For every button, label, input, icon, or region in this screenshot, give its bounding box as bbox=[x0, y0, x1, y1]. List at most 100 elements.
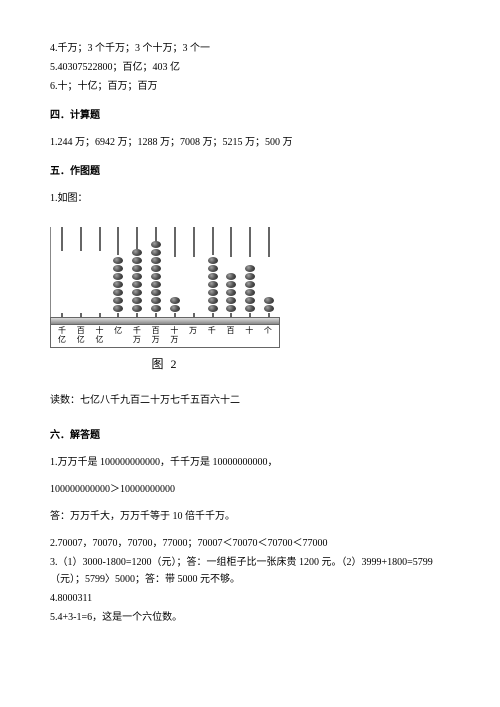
abacus-rod-base-icon bbox=[268, 313, 270, 317]
abacus-bead-icon bbox=[132, 305, 142, 312]
abacus-bead-icon bbox=[113, 297, 123, 304]
abacus-bead-icon bbox=[264, 297, 274, 304]
abacus-bead-icon bbox=[151, 273, 161, 280]
abacus-column-0 bbox=[55, 227, 69, 317]
intro-line-4: 4.千万；3 个千万；3 个十万；3 个一 bbox=[50, 40, 450, 57]
abacus-label-2: 十亿 bbox=[92, 327, 106, 345]
abacus-bead-icon bbox=[226, 281, 236, 288]
abacus-label-0: 千亿 bbox=[55, 327, 69, 345]
abacus-bead-icon bbox=[245, 265, 255, 272]
abacus-rod-icon bbox=[117, 227, 119, 255]
abacus-bead-icon bbox=[226, 297, 236, 304]
abacus-rod-base-icon bbox=[61, 313, 63, 317]
abacus-label-8: 千 bbox=[205, 327, 219, 345]
abacus-rod-base-icon bbox=[249, 313, 251, 317]
abacus-column-3 bbox=[111, 227, 125, 317]
abacus-bead-icon bbox=[151, 257, 161, 264]
abacus-bead-icon bbox=[151, 305, 161, 312]
abacus-column-1 bbox=[74, 227, 88, 317]
abacus-bead-icon bbox=[226, 289, 236, 296]
abacus-bead-icon bbox=[208, 289, 218, 296]
abacus-bead-icon bbox=[151, 297, 161, 304]
abacus-label-1: 百亿 bbox=[74, 327, 88, 345]
section-4-title: 四．计算题 bbox=[50, 107, 450, 124]
abacus-bead-icon bbox=[132, 249, 142, 256]
abacus-label-5: 百万 bbox=[149, 327, 163, 345]
section-4-answer-1: 1.244 万；6942 万；1288 万；7008 万；5215 万；500 … bbox=[50, 134, 450, 151]
abacus-column-8 bbox=[206, 227, 220, 317]
abacus-label-9: 百 bbox=[223, 327, 237, 345]
abacus-bead-icon bbox=[113, 265, 123, 272]
abacus-rod-icon bbox=[136, 227, 138, 249]
abacus-bead-icon bbox=[245, 289, 255, 296]
abacus-rod-icon bbox=[99, 227, 101, 251]
abacus-bead-icon bbox=[113, 273, 123, 280]
section-5-title: 五．作图题 bbox=[50, 163, 450, 180]
abacus-bead-icon bbox=[208, 305, 218, 312]
abacus-rod-icon bbox=[212, 227, 214, 255]
abacus-caption: 图 2 bbox=[50, 354, 280, 374]
abacus-rod-icon bbox=[268, 227, 270, 257]
abacus-rod-icon bbox=[174, 227, 176, 257]
abacus-bead-icon bbox=[132, 297, 142, 304]
abacus-reading: 读数：七亿八千九百二十万七千五百六十二 bbox=[50, 392, 450, 409]
abacus-bead-icon bbox=[208, 257, 218, 264]
intro-line-5: 5.40307522800；百亿；403 亿 bbox=[50, 59, 450, 76]
abacus-bead-icon bbox=[132, 289, 142, 296]
abacus-bead-icon bbox=[208, 273, 218, 280]
abacus-rod-icon bbox=[80, 227, 82, 251]
abacus-column-2 bbox=[93, 227, 107, 317]
section-6-answer-3: 3.（1）3000-1800=1200（元）；答：一组柜子比一张床贵 1200 … bbox=[50, 554, 450, 588]
abacus-bead-icon bbox=[151, 241, 161, 248]
abacus-rod-base-icon bbox=[193, 313, 195, 317]
abacus-rod-icon bbox=[61, 227, 63, 251]
abacus-bead-icon bbox=[113, 257, 123, 264]
abacus-column-7 bbox=[187, 227, 201, 317]
abacus-rod-base-icon bbox=[99, 313, 101, 317]
abacus-bead-icon bbox=[151, 249, 161, 256]
abacus-labels-row: 千亿百亿十亿亿千万百万十万万千百十个 bbox=[50, 325, 280, 348]
abacus-bead-icon bbox=[208, 297, 218, 304]
abacus-figure: 千亿百亿十亿亿千万百万十万万千百十个 图 2 bbox=[50, 227, 280, 374]
abacus-bead-icon bbox=[151, 265, 161, 272]
abacus-rod-base-icon bbox=[136, 313, 138, 317]
abacus-bead-icon bbox=[132, 257, 142, 264]
abacus-bead-icon bbox=[245, 281, 255, 288]
abacus-bead-icon bbox=[226, 305, 236, 312]
abacus-bead-icon bbox=[245, 305, 255, 312]
abacus-bead-icon bbox=[264, 305, 274, 312]
abacus-columns bbox=[50, 227, 280, 317]
abacus-rod-base-icon bbox=[212, 313, 214, 317]
abacus-bead-icon bbox=[208, 281, 218, 288]
abacus-rod-base-icon bbox=[174, 313, 176, 317]
abacus-label-10: 十 bbox=[242, 327, 256, 345]
abacus-rod-icon bbox=[193, 227, 195, 257]
abacus-column-5 bbox=[149, 227, 163, 317]
abacus-label-4: 千万 bbox=[130, 327, 144, 345]
section-6-answer-2: 2.70007，70070，70700，77000；70007＜70070＜70… bbox=[50, 535, 450, 552]
abacus-rod-icon bbox=[249, 227, 251, 257]
abacus-rod-base-icon bbox=[230, 313, 232, 317]
section-6-title: 六．解答题 bbox=[50, 427, 450, 444]
abacus-column-4 bbox=[130, 227, 144, 317]
abacus-rod-icon bbox=[230, 227, 232, 257]
abacus-bead-icon bbox=[151, 281, 161, 288]
section-6-answer-5: 5.4+3-1=6，这是一个六位数。 bbox=[50, 609, 450, 626]
abacus-column-6 bbox=[168, 227, 182, 317]
abacus-column-11 bbox=[262, 227, 276, 317]
abacus-rod-base-icon bbox=[155, 313, 157, 317]
abacus-bead-icon bbox=[113, 281, 123, 288]
abacus-bead-icon bbox=[170, 297, 180, 304]
abacus-bead-icon bbox=[170, 305, 180, 312]
abacus-bead-icon bbox=[132, 265, 142, 272]
abacus-rod-base-icon bbox=[117, 313, 119, 317]
intro-line-6: 6.十；十亿；百万；百万 bbox=[50, 78, 450, 95]
abacus-bead-icon bbox=[113, 305, 123, 312]
abacus-label-11: 个 bbox=[261, 327, 275, 345]
abacus-bead-icon bbox=[208, 265, 218, 272]
abacus-column-9 bbox=[224, 227, 238, 317]
abacus-label-7: 万 bbox=[186, 327, 200, 345]
abacus-bead-icon bbox=[226, 273, 236, 280]
abacus-bead-icon bbox=[132, 273, 142, 280]
abacus-label-3: 亿 bbox=[111, 327, 125, 345]
